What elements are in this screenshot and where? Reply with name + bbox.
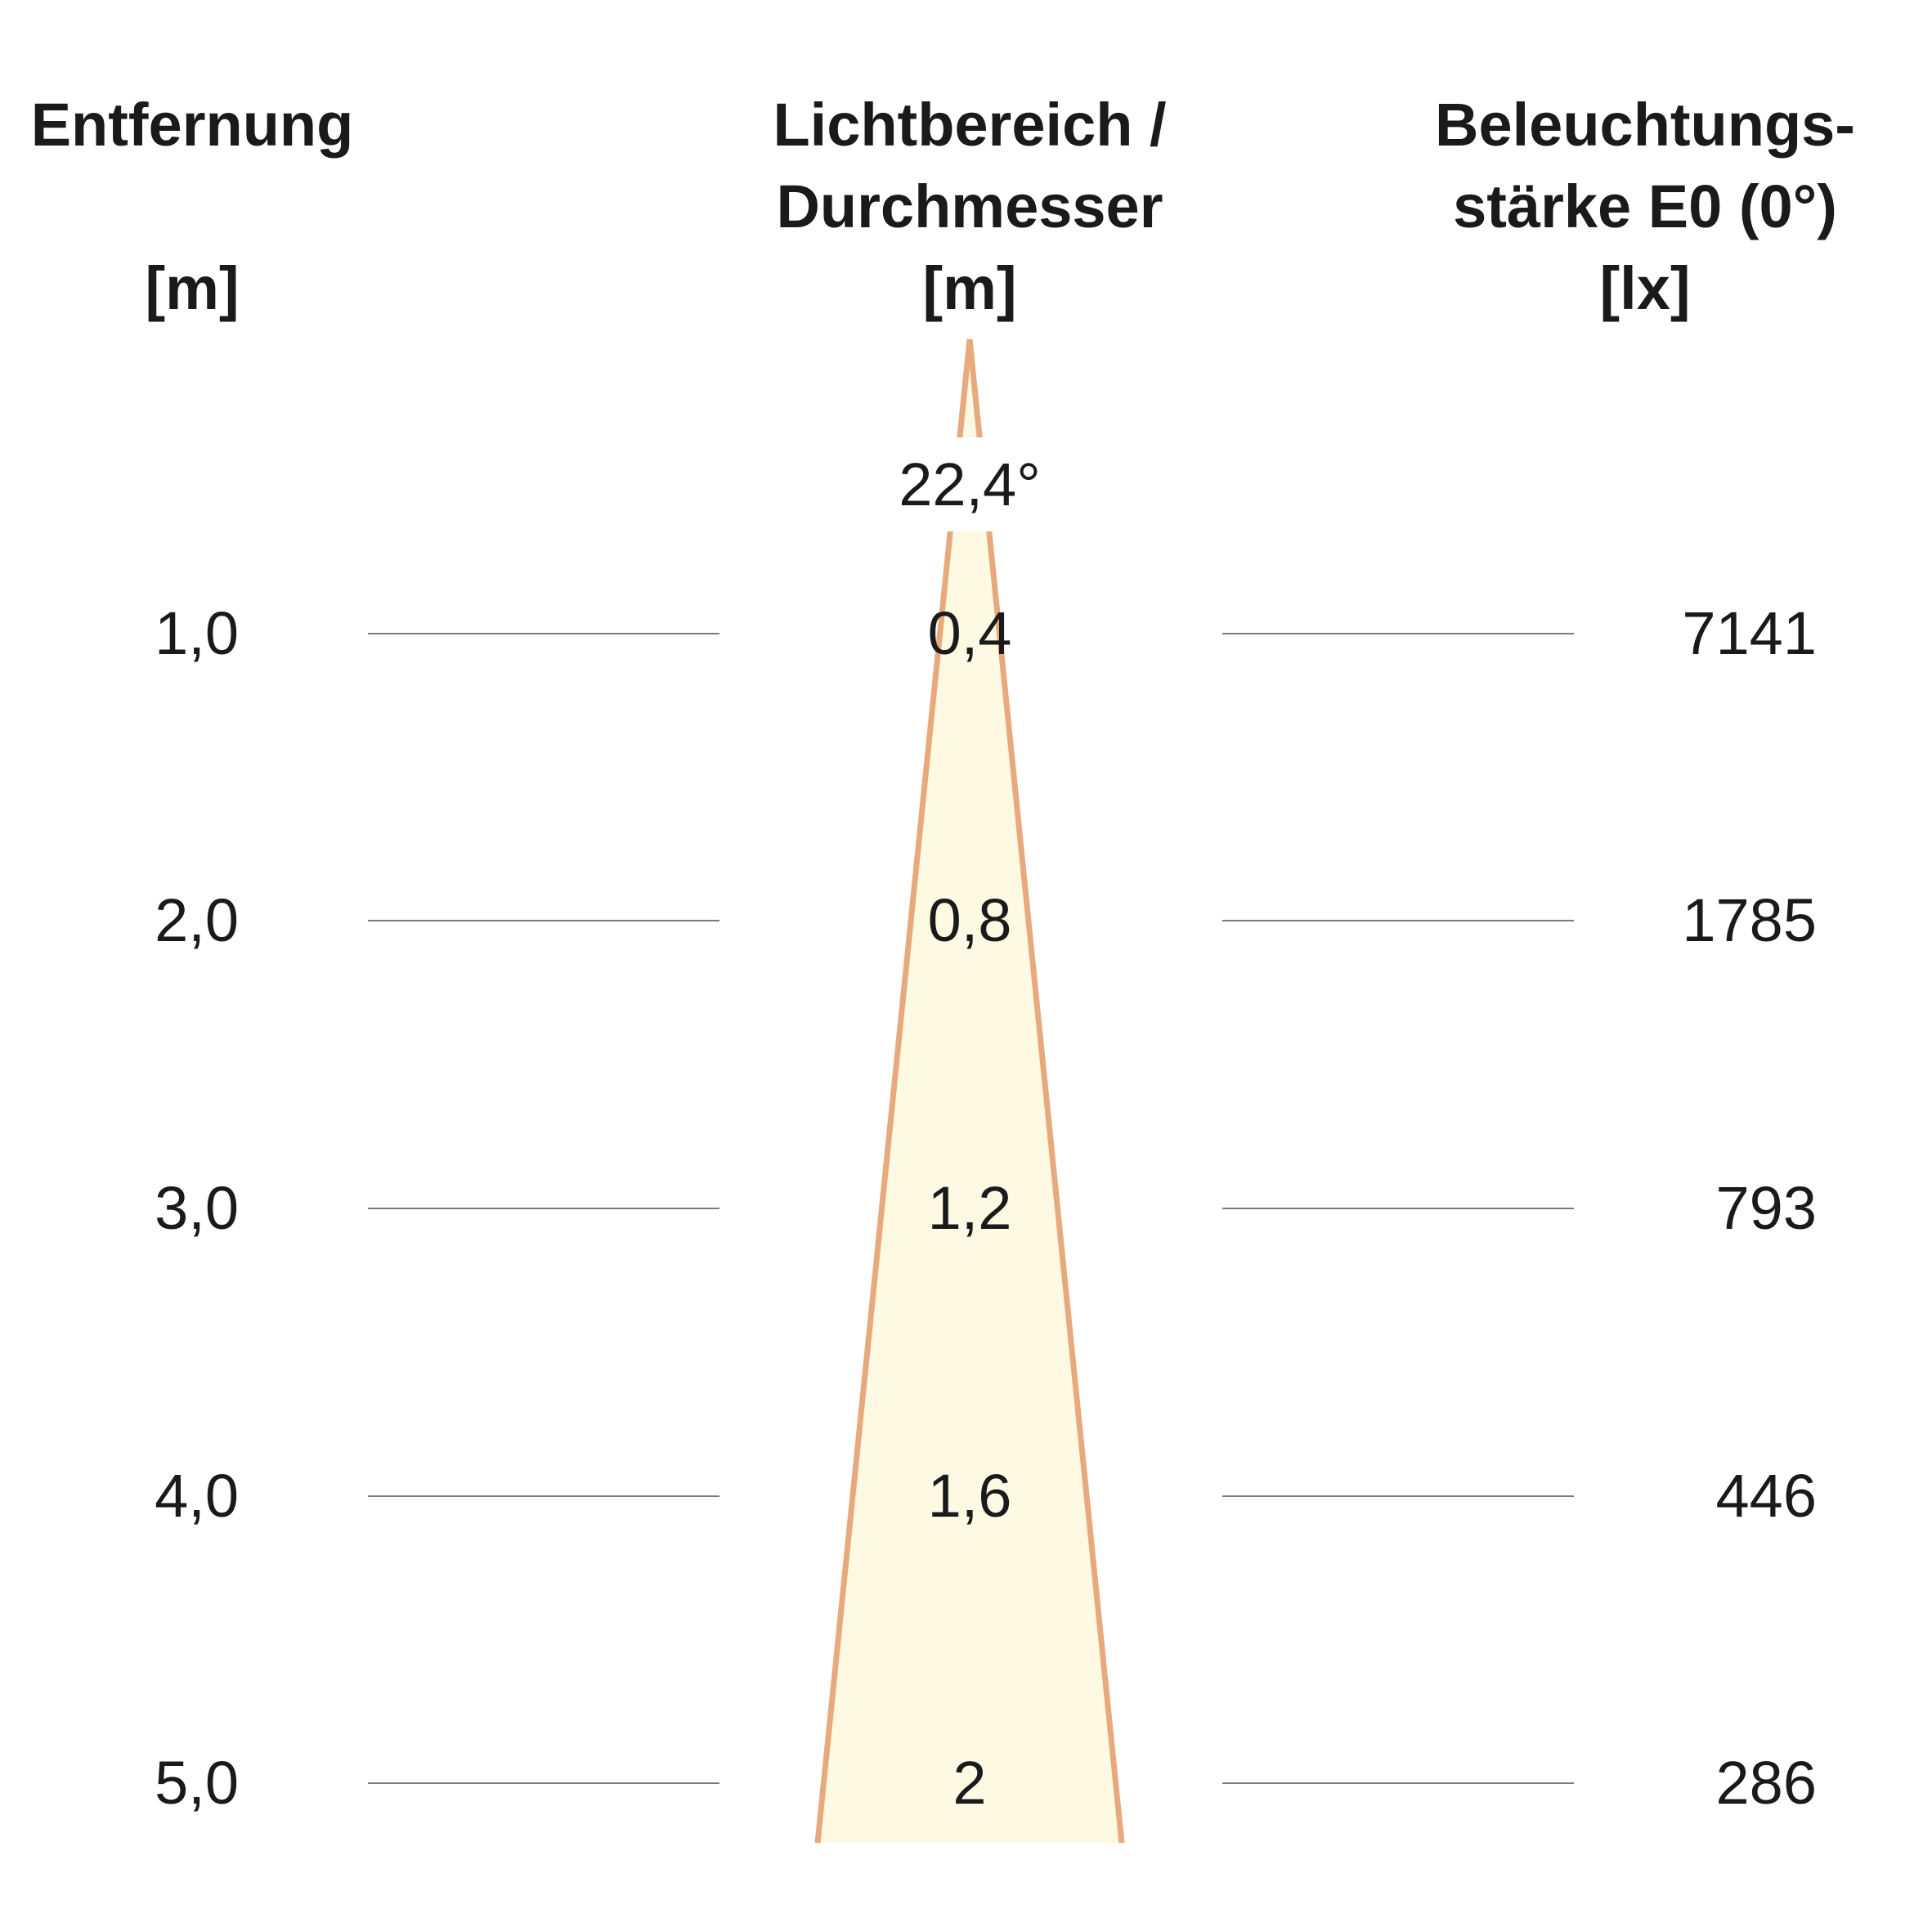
header-illuminance-title-line1: Beleuchtungs- <box>1435 91 1855 159</box>
light-cone-fill <box>818 339 1122 1843</box>
illuminance-value: 7141 <box>1682 599 1817 667</box>
illuminance-value: 446 <box>1716 1462 1817 1530</box>
row-5: 5,0 2 286 <box>155 1749 1817 1817</box>
light-cone-left-edge <box>814 338 973 1844</box>
distance-value: 4,0 <box>155 1462 239 1530</box>
light-cone <box>814 338 1125 1844</box>
header-distance: Entfernung [m] <box>31 91 354 322</box>
header-distance-title: Entfernung <box>31 91 354 159</box>
header-diameter-title-line2: Durchmesser <box>776 173 1163 240</box>
header-diameter-title-line1: Lichtbereich / <box>773 91 1166 159</box>
row-3: 3,0 1,2 793 <box>155 1174 1817 1242</box>
illuminance-value: 1785 <box>1682 886 1817 954</box>
beam-angle-label-backing <box>895 437 1044 531</box>
illuminance-value: 286 <box>1716 1749 1817 1817</box>
diameter-value: 0,8 <box>928 886 1012 954</box>
distance-value: 1,0 <box>155 599 239 667</box>
header-diameter: Lichtbereich / Durchmesser [m] <box>773 91 1166 322</box>
distance-value: 3,0 <box>155 1174 239 1242</box>
beam-angle-label-group: 22,4° <box>895 437 1044 531</box>
row-4: 4,0 1,6 446 <box>155 1462 1817 1530</box>
distance-value: 5,0 <box>155 1749 239 1817</box>
header-diameter-unit: [m] <box>922 254 1016 322</box>
beam-angle-label: 22,4° <box>899 451 1041 518</box>
row-2: 2,0 0,8 1785 <box>155 886 1817 954</box>
diameter-value: 1,2 <box>928 1174 1012 1242</box>
header-illuminance-unit: [lx] <box>1600 254 1691 322</box>
header-illuminance-title-line2: stärke E0 (0°) <box>1453 173 1837 240</box>
diameter-value: 1,6 <box>928 1462 1012 1530</box>
row-1: 1,0 0,4 7141 <box>155 599 1817 667</box>
header-distance-unit: [m] <box>145 254 239 322</box>
illuminance-value: 793 <box>1716 1174 1817 1242</box>
diameter-value: 0,4 <box>928 599 1012 667</box>
light-cone-right-edge <box>966 338 1125 1844</box>
header-illuminance: Beleuchtungs- stärke E0 (0°) [lx] <box>1435 91 1855 322</box>
diameter-value: 2 <box>953 1749 986 1817</box>
distance-value: 2,0 <box>155 886 239 954</box>
